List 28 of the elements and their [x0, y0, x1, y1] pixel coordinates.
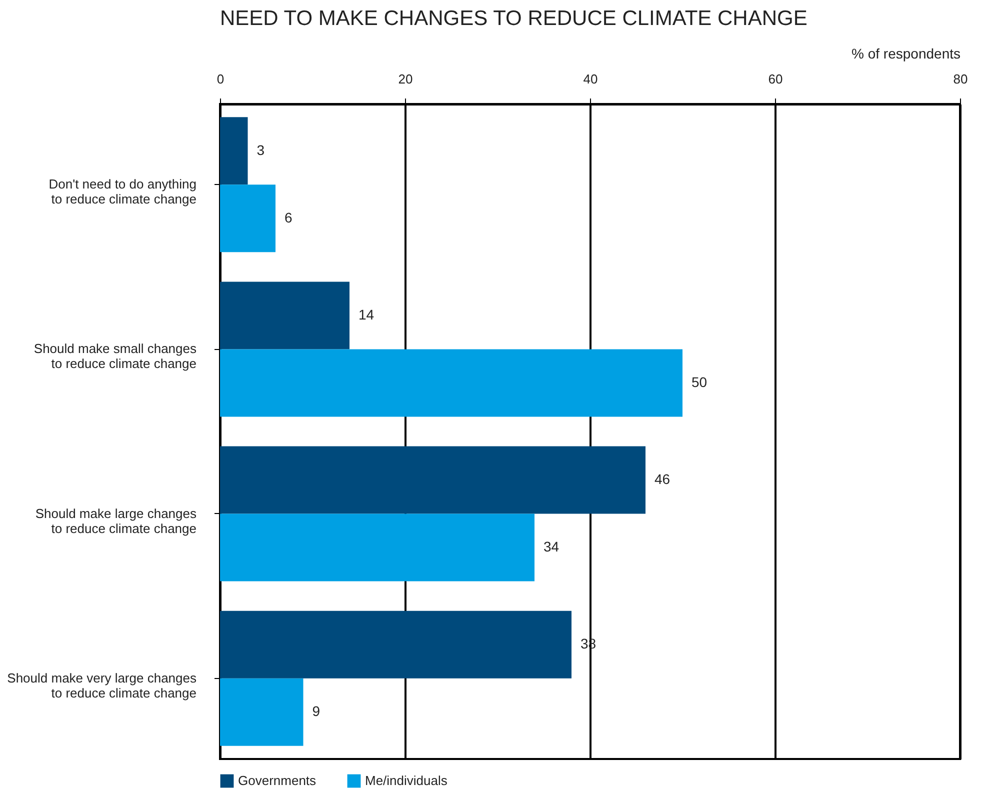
- x-tick-label: 40: [583, 72, 598, 86]
- y-tick-label: Should make large changes to reduce climate change: [35, 506, 197, 536]
- chart-title: NEED TO MAKE CHANGES TO REDUCE CLIMATE CHANGE: [220, 7, 808, 30]
- bar: [220, 678, 304, 746]
- y-tick-label: Should make small changes to reduce climate change: [34, 341, 197, 372]
- bar: [220, 184, 276, 252]
- bar: [220, 349, 682, 417]
- bar: [220, 446, 646, 514]
- bar: [220, 514, 534, 582]
- x-tick-label: 0: [216, 72, 224, 86]
- data-label: 34: [544, 538, 560, 555]
- data-label: 9: [312, 703, 320, 720]
- data-label: 46: [654, 471, 670, 488]
- legend-label: Me/individuals: [365, 773, 448, 788]
- bar: [220, 282, 350, 350]
- y-tick-label: Should make very large changes to reduce climate change: [7, 670, 197, 700]
- bar: [220, 610, 572, 678]
- y-tick-label: Don't need to do anything to reduce climate change: [48, 176, 196, 207]
- bar: [220, 117, 248, 185]
- data-label: 6: [284, 209, 292, 226]
- data-label: 50: [692, 374, 708, 390]
- data-label: 14: [358, 306, 374, 322]
- x-axis-title: % of respondents: [852, 46, 960, 62]
- x-tick-label: 20: [398, 72, 413, 86]
- x-tick-label: 80: [953, 72, 968, 86]
- legend-label: Governments: [238, 773, 317, 788]
- data-label: 3: [256, 142, 265, 158]
- x-tick-label: 60: [768, 72, 783, 86]
